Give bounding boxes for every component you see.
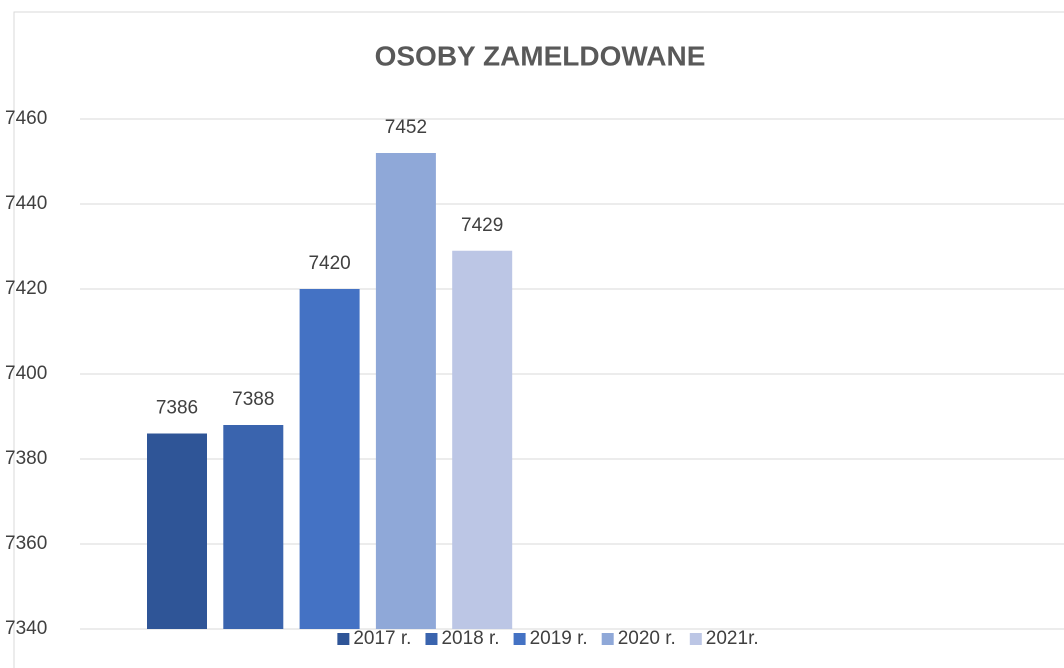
legend-swatch [337,633,350,645]
y-tick-label: 7440 [5,193,47,214]
legend-label: 2019 r. [530,628,588,649]
data-label: 7452 [385,117,427,138]
data-label: 7420 [308,253,350,274]
bar [375,153,436,629]
data-label: 7429 [461,215,503,236]
data-label: 7388 [232,389,274,410]
legend-swatch [513,633,526,645]
legend-swatch [425,633,438,645]
legend-label: 2017 r. [353,628,411,649]
legend-label: 2020 r. [618,628,676,649]
legend-label: 2018 r. [441,628,499,649]
y-tick-label: 7400 [5,363,47,384]
y-tick-label: 7340 [5,618,47,639]
y-tick-label: 7460 [5,108,47,129]
chart-title: OSOBY ZAMELDOWANE [375,40,706,71]
chart-frame [13,11,1064,668]
y-tick-label: 7420 [5,278,47,299]
y-tick-label: 7360 [5,533,47,554]
legend-label: 2021r. [706,628,759,649]
y-tick-label: 7380 [5,448,47,469]
legend-swatch [601,633,614,645]
bar [147,433,207,629]
legend-swatch [689,633,702,645]
data-label: 7386 [156,398,198,419]
bar [452,250,513,629]
bar [223,425,284,629]
bar [299,289,360,629]
